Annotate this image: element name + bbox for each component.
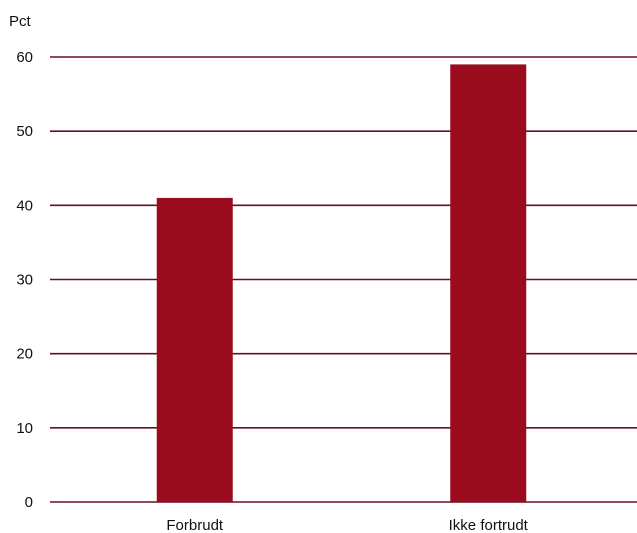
- y-axis-unit-label: Pct: [9, 13, 32, 30]
- x-category-label: Forbrudt: [166, 517, 224, 533]
- y-tick-label: 30: [16, 272, 33, 289]
- bars: [156, 64, 527, 503]
- y-tick-label: 60: [16, 49, 33, 66]
- x-category-labels: Forbrudt Ikke fortrudt: [166, 517, 528, 533]
- y-tick-label: 20: [16, 346, 33, 363]
- bar-1: [156, 197, 233, 502]
- y-tick-label: 50: [16, 123, 33, 140]
- bar-2: [450, 64, 527, 503]
- x-category-label: Ikke fortrudt: [449, 517, 529, 533]
- y-tick-label: 0: [25, 494, 33, 511]
- y-tick-label: 10: [16, 420, 33, 437]
- y-tick-labels: 0 10 20 30 40 50 60: [16, 49, 33, 511]
- gridlines: [50, 56, 637, 503]
- y-tick-label: 40: [16, 197, 33, 214]
